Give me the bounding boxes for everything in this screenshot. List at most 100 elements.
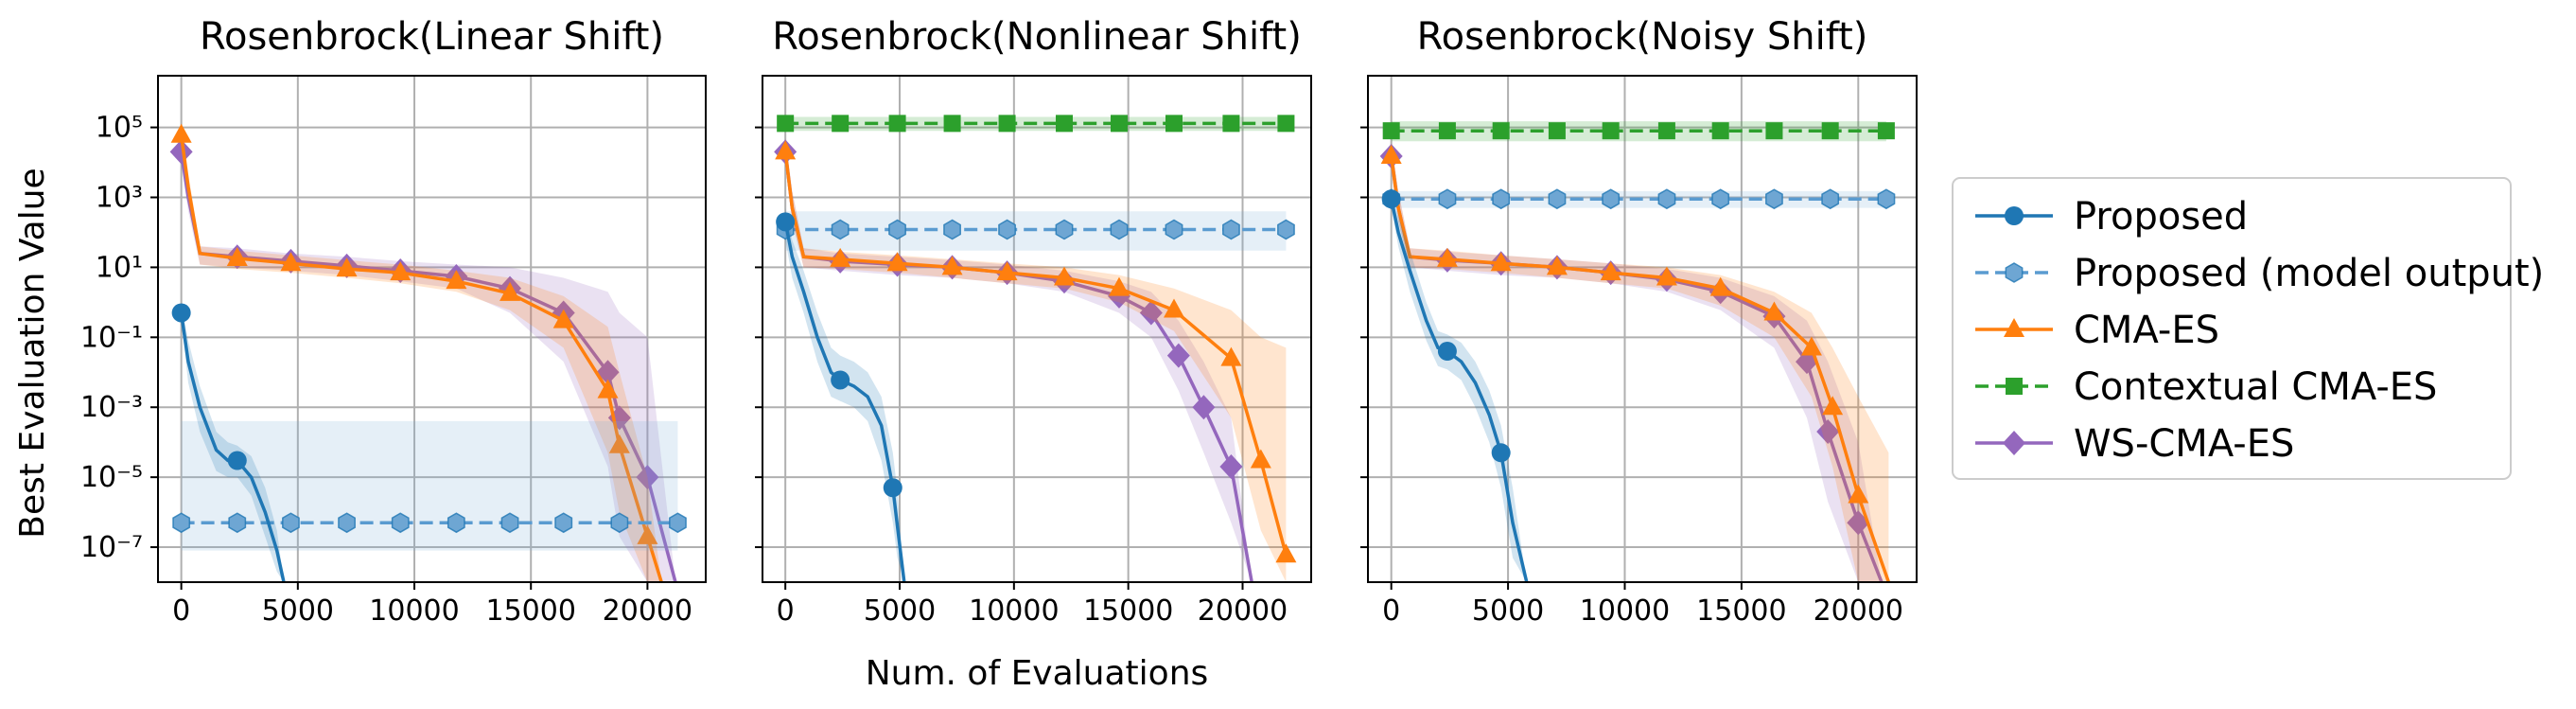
data-point [998, 115, 1016, 133]
confidence-band [181, 121, 662, 582]
data-point [338, 512, 356, 534]
data-point [943, 219, 961, 240]
data-point [499, 281, 521, 301]
gridlines [158, 76, 706, 582]
legend-label: Proposed (model output) [2074, 252, 2544, 295]
data-point [171, 303, 191, 323]
panel-title: Rosenbrock(Linear Shift) [200, 15, 664, 59]
data-point [1219, 454, 1243, 480]
data-point [391, 512, 410, 534]
panel-rosenbrock-linear-shift: 0 5000 10000 15000 20000 10⁻⁷ 10⁻⁵ 10⁻³ 10⁻¹ 10¹ 1… [80, 15, 707, 628]
data-point [1166, 343, 1190, 368]
x-tick-label: 5000 [864, 594, 936, 628]
data-point [1380, 145, 1402, 165]
series-proposed-model-output [172, 420, 687, 551]
data-point [1111, 115, 1128, 133]
data-point [831, 370, 850, 390]
series-line [179, 134, 663, 582]
data-point [943, 115, 961, 133]
data-point [1222, 115, 1240, 133]
x-tick-label: 10000 [1580, 594, 1670, 628]
y-tick-label: 10⁻³ [80, 391, 143, 424]
series-contextual-cma-es [777, 115, 1295, 133]
data-point [886, 252, 908, 272]
confidence-band [1391, 191, 1527, 582]
x-tick-label: 15000 [485, 594, 575, 628]
data-point [777, 115, 795, 133]
data-point [1491, 443, 1511, 463]
data-point [637, 524, 658, 544]
data-point [941, 256, 963, 275]
data-point [1381, 189, 1401, 209]
confidence-band [181, 137, 676, 582]
series-cma-es [170, 121, 663, 582]
x-tick-label: 20000 [1814, 594, 1903, 628]
data-point [169, 139, 193, 165]
panel-rosenbrock-noisy-shift: 0 5000 10000 15000 20000 Rosenbrock(Noisy Shi… [1360, 15, 1918, 628]
data-point [390, 261, 412, 281]
series-contextual-cma-es [1382, 121, 1895, 142]
data-point [1437, 342, 1457, 362]
plot-area [1379, 121, 1896, 582]
data-point [1821, 188, 1840, 210]
data-point [446, 270, 467, 290]
x-tick-label: 0 [777, 594, 795, 628]
data-point [996, 261, 1018, 281]
data-point [830, 247, 851, 267]
data-point [1055, 219, 1074, 240]
data-point [610, 512, 629, 534]
series-proposed [171, 303, 286, 582]
x-tick-label: 20000 [603, 594, 692, 628]
data-point [1602, 122, 1620, 140]
data-point [1763, 301, 1785, 321]
legend-marker [2005, 262, 2024, 283]
y-tick-label: 10¹ [96, 251, 143, 284]
data-point [1602, 188, 1621, 210]
data-point [1657, 122, 1675, 140]
data-point [888, 115, 906, 133]
data-point [1877, 122, 1895, 140]
legend-marker [2003, 431, 2025, 455]
x-tick-label: 0 [172, 594, 190, 628]
data-point [227, 451, 247, 470]
data-point [1848, 484, 1869, 504]
data-point [1548, 188, 1567, 210]
series-proposed-model-output [1382, 188, 1896, 210]
data-point [1222, 219, 1240, 240]
legend-entry-proposed-model-output: Proposed (model output) [1975, 252, 2544, 295]
axes-frame [762, 75, 1312, 583]
data-point [1821, 122, 1839, 140]
data-point [447, 512, 465, 534]
data-point [596, 360, 620, 385]
legend-label: Proposed [2074, 195, 2248, 239]
data-point [1382, 122, 1400, 140]
confidence-band [1391, 141, 1882, 582]
legend-marker [2005, 206, 2024, 225]
data-point [1164, 298, 1184, 318]
x-tick-label: 5000 [1472, 594, 1544, 628]
data-point [1492, 122, 1510, 140]
y-tick-label: 10⁻⁵ [80, 461, 143, 494]
data-point [1600, 261, 1621, 281]
y-tick-label: 10⁻⁷ [80, 531, 143, 564]
gridlines [762, 76, 1311, 582]
data-point [1711, 122, 1729, 140]
legend-entry-cma-es: CMA-ES [1975, 309, 2219, 352]
legend-entry-contextual-cma-es: Contextual CMA-ES [1975, 365, 2437, 409]
data-point [170, 123, 192, 143]
series-proposed-model-output [776, 211, 1295, 251]
data-point [1816, 419, 1840, 445]
legend-marker [2006, 378, 2023, 395]
data-point [1438, 188, 1457, 210]
data-point [1277, 219, 1295, 240]
data-point [226, 246, 248, 266]
data-point [1438, 122, 1456, 140]
confidence-band [181, 420, 678, 551]
x-axis-label: Num. of Evaluations [866, 654, 1209, 693]
data-point [500, 512, 519, 534]
data-point [1492, 188, 1511, 210]
axes-frame [1367, 75, 1918, 583]
legend-box [1952, 177, 2512, 480]
data-point [776, 212, 796, 232]
data-point [1165, 219, 1183, 240]
